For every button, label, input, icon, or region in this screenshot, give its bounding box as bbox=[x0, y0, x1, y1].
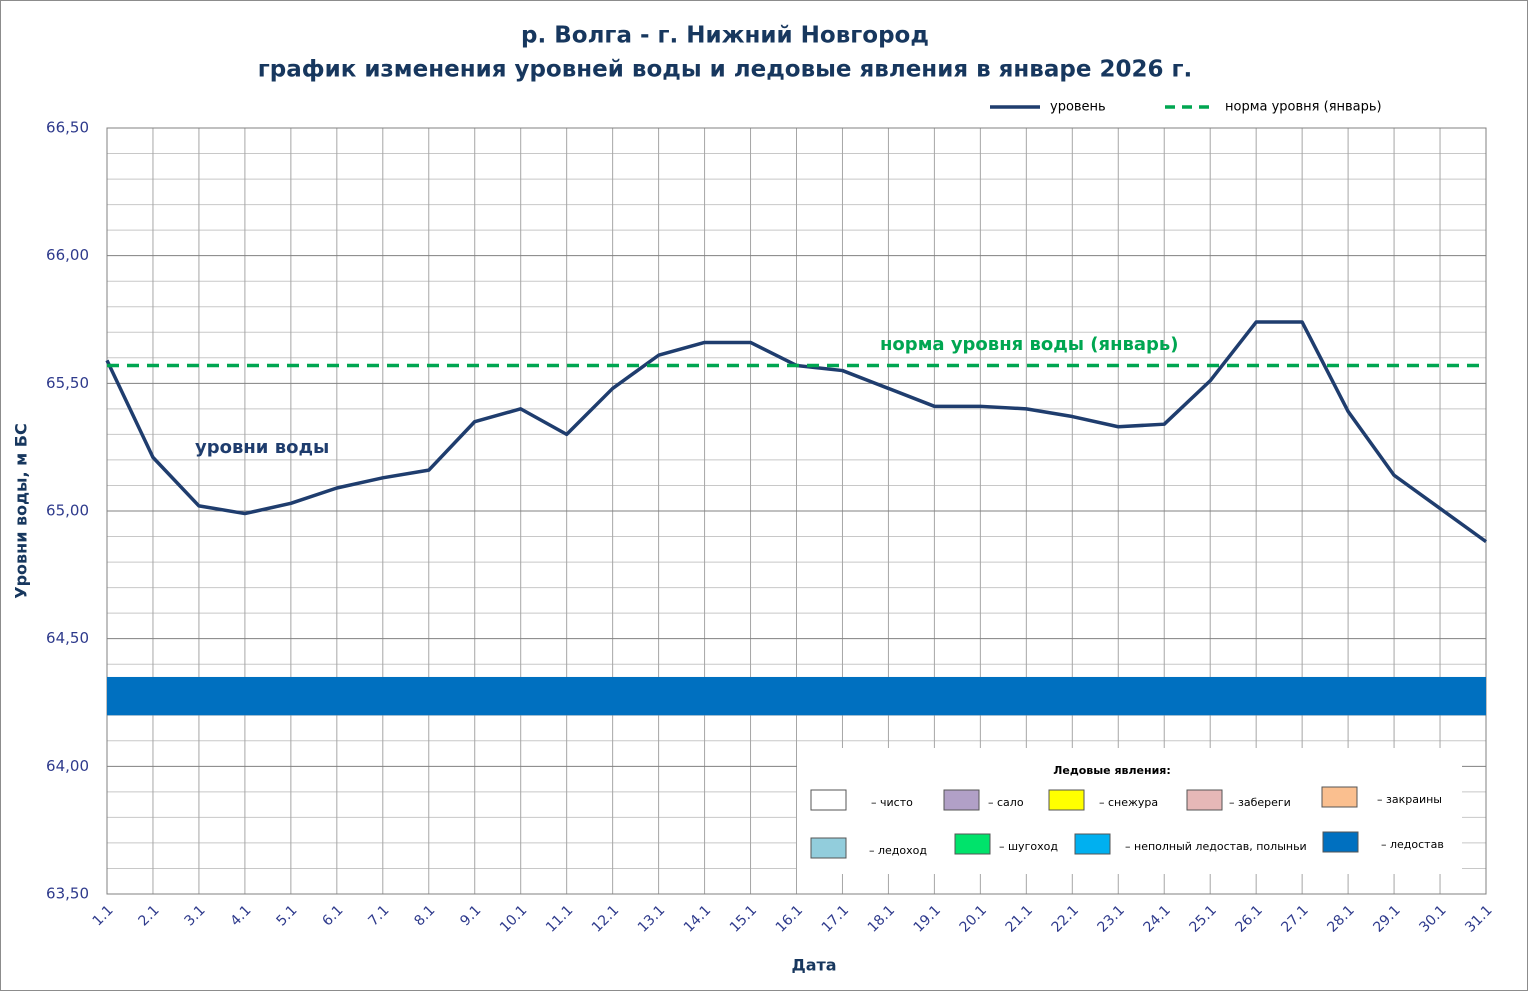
x-axis-label: Дата bbox=[791, 956, 836, 975]
ice-legend-title: Ледовые явления: bbox=[1053, 764, 1171, 777]
y-tick-label: 64,00 bbox=[46, 757, 89, 775]
y-tick-label: 65,50 bbox=[46, 374, 89, 392]
annotation: норма уровня воды (январь) bbox=[880, 334, 1179, 355]
ice-legend-label: – закраины bbox=[1377, 793, 1442, 806]
ice-legend-label: – ледоход bbox=[869, 844, 927, 857]
ice-band bbox=[107, 676, 1486, 716]
ice-legend-label: – ледостав bbox=[1381, 838, 1444, 851]
y-axis-label: Уровни воды, м БС bbox=[12, 423, 31, 598]
ice-legend-swatch bbox=[1321, 786, 1358, 808]
ice-legend-label: – забереги bbox=[1229, 796, 1291, 809]
y-tick-label: 63,50 bbox=[46, 885, 89, 903]
ice-legend-swatch bbox=[943, 789, 980, 811]
ice-legend-swatch bbox=[1048, 789, 1085, 811]
y-tick-label: 66,50 bbox=[46, 119, 89, 137]
ice-legend-swatch bbox=[810, 789, 847, 811]
ice-legend-label: – чисто bbox=[871, 796, 913, 809]
chart-title: р. Волга - г. Нижний Новгород bbox=[521, 23, 929, 49]
ice-legend-label: – неполный ледостав, полыньи bbox=[1125, 840, 1307, 853]
y-tick-label: 64,50 bbox=[46, 629, 89, 647]
ice-legend-swatch bbox=[954, 833, 991, 855]
marks bbox=[105, 320, 1488, 716]
ice-legend-box bbox=[797, 748, 1462, 874]
ice-legend-swatch bbox=[1186, 789, 1223, 811]
plot-border bbox=[106, 127, 1487, 895]
ice-legend-swatch bbox=[1074, 833, 1111, 855]
ice-legend-swatch bbox=[810, 837, 847, 859]
y-tick-label: 65,00 bbox=[46, 502, 89, 520]
y-tick-label: 66,00 bbox=[46, 246, 89, 264]
legend-label: уровень bbox=[1050, 100, 1106, 115]
legend-label: норма уровня (январь) bbox=[1225, 100, 1382, 115]
ice-legend-label: – шугоход bbox=[999, 840, 1058, 853]
ice-legend-swatch bbox=[1322, 831, 1359, 853]
ice-legend-label: – сало bbox=[988, 796, 1024, 809]
chart-subtitle: график изменения уровней воды и ледовые … bbox=[258, 57, 1192, 83]
ice-legend-label: – снежура bbox=[1099, 796, 1158, 809]
annotation: уровни воды bbox=[195, 437, 329, 458]
